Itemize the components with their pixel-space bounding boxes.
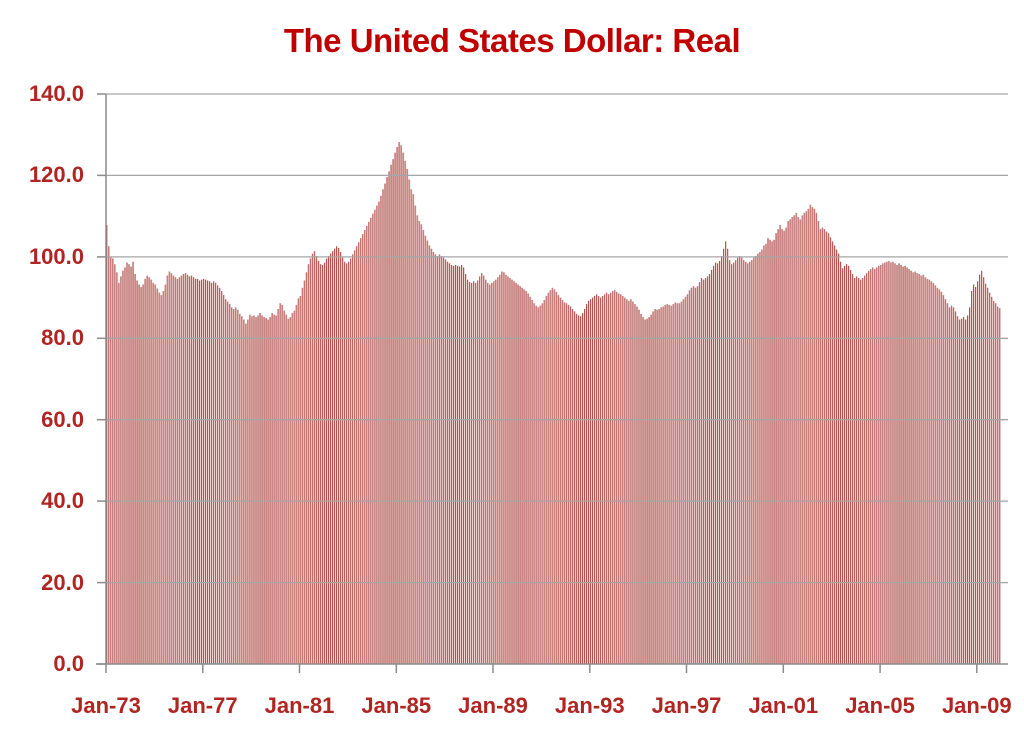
gridlines <box>106 93 1008 584</box>
x-tick-label: Jan-81 <box>264 693 335 718</box>
y-tick-label: 60.0 <box>41 406 84 432</box>
x-tick-label: Jan-05 <box>845 693 915 718</box>
axes <box>96 93 1008 673</box>
x-tick-label: Jan-89 <box>458 693 528 718</box>
bars <box>106 142 1001 665</box>
x-tick-label: Jan-01 <box>748 693 819 718</box>
x-tick-label: Jan-85 <box>361 693 432 718</box>
y-tick-label: 80.0 <box>41 325 84 351</box>
y-tick-label: 140.0 <box>28 81 84 106</box>
y-tick-label: 120.0 <box>28 162 84 188</box>
x-tick-label: Jan-97 <box>651 693 722 718</box>
chart-title: The United States Dollar: Real <box>283 22 741 59</box>
x-tick-label: Jan-77 <box>167 693 238 718</box>
y-tick-label: 40.0 <box>41 488 84 514</box>
y-tick-label: 20.0 <box>41 569 84 595</box>
y-tick-label: 0.0 <box>53 651 84 676</box>
y-tick-label: 100.0 <box>28 243 84 269</box>
x-tick-label: Jan-73 <box>71 693 141 718</box>
x-tick-label: Jan-93 <box>554 693 625 718</box>
x-tick-label: Jan-09 <box>941 693 1012 718</box>
